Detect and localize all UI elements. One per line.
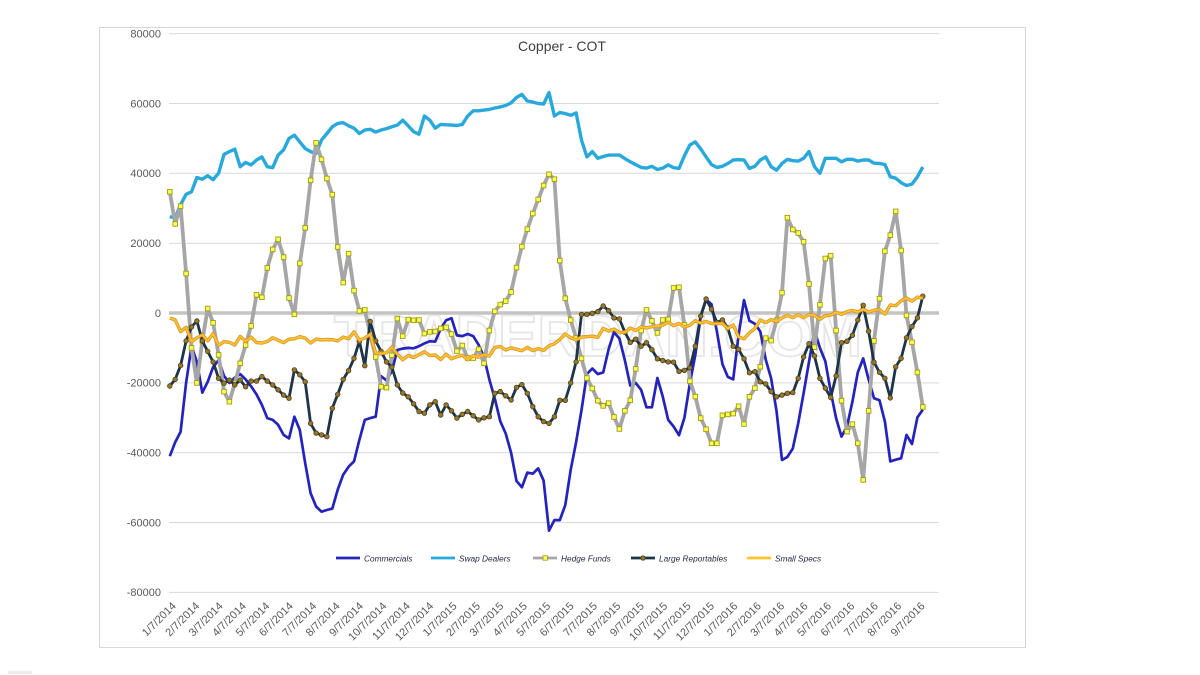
svg-text:40000: 40000 bbox=[130, 168, 161, 180]
svg-text:60000: 60000 bbox=[130, 98, 161, 110]
svg-text:Large Reportables: Large Reportables bbox=[659, 554, 727, 564]
svg-text:-60000: -60000 bbox=[127, 517, 161, 529]
svg-text:-20000: -20000 bbox=[127, 378, 161, 390]
svg-text:-40000: -40000 bbox=[127, 448, 161, 460]
svg-text:Commercials: Commercials bbox=[364, 554, 412, 564]
svg-text:20000: 20000 bbox=[130, 238, 161, 250]
svg-text:Copper - COT: Copper - COT bbox=[518, 38, 606, 54]
svg-text:Swap Dealers: Swap Dealers bbox=[459, 554, 511, 564]
svg-text:Hedge Funds: Hedge Funds bbox=[561, 554, 611, 564]
svg-text:Small Specs: Small Specs bbox=[775, 554, 821, 564]
svg-text:80000: 80000 bbox=[130, 28, 161, 40]
svg-text:-80000: -80000 bbox=[127, 587, 161, 599]
svg-text:0: 0 bbox=[155, 308, 161, 320]
